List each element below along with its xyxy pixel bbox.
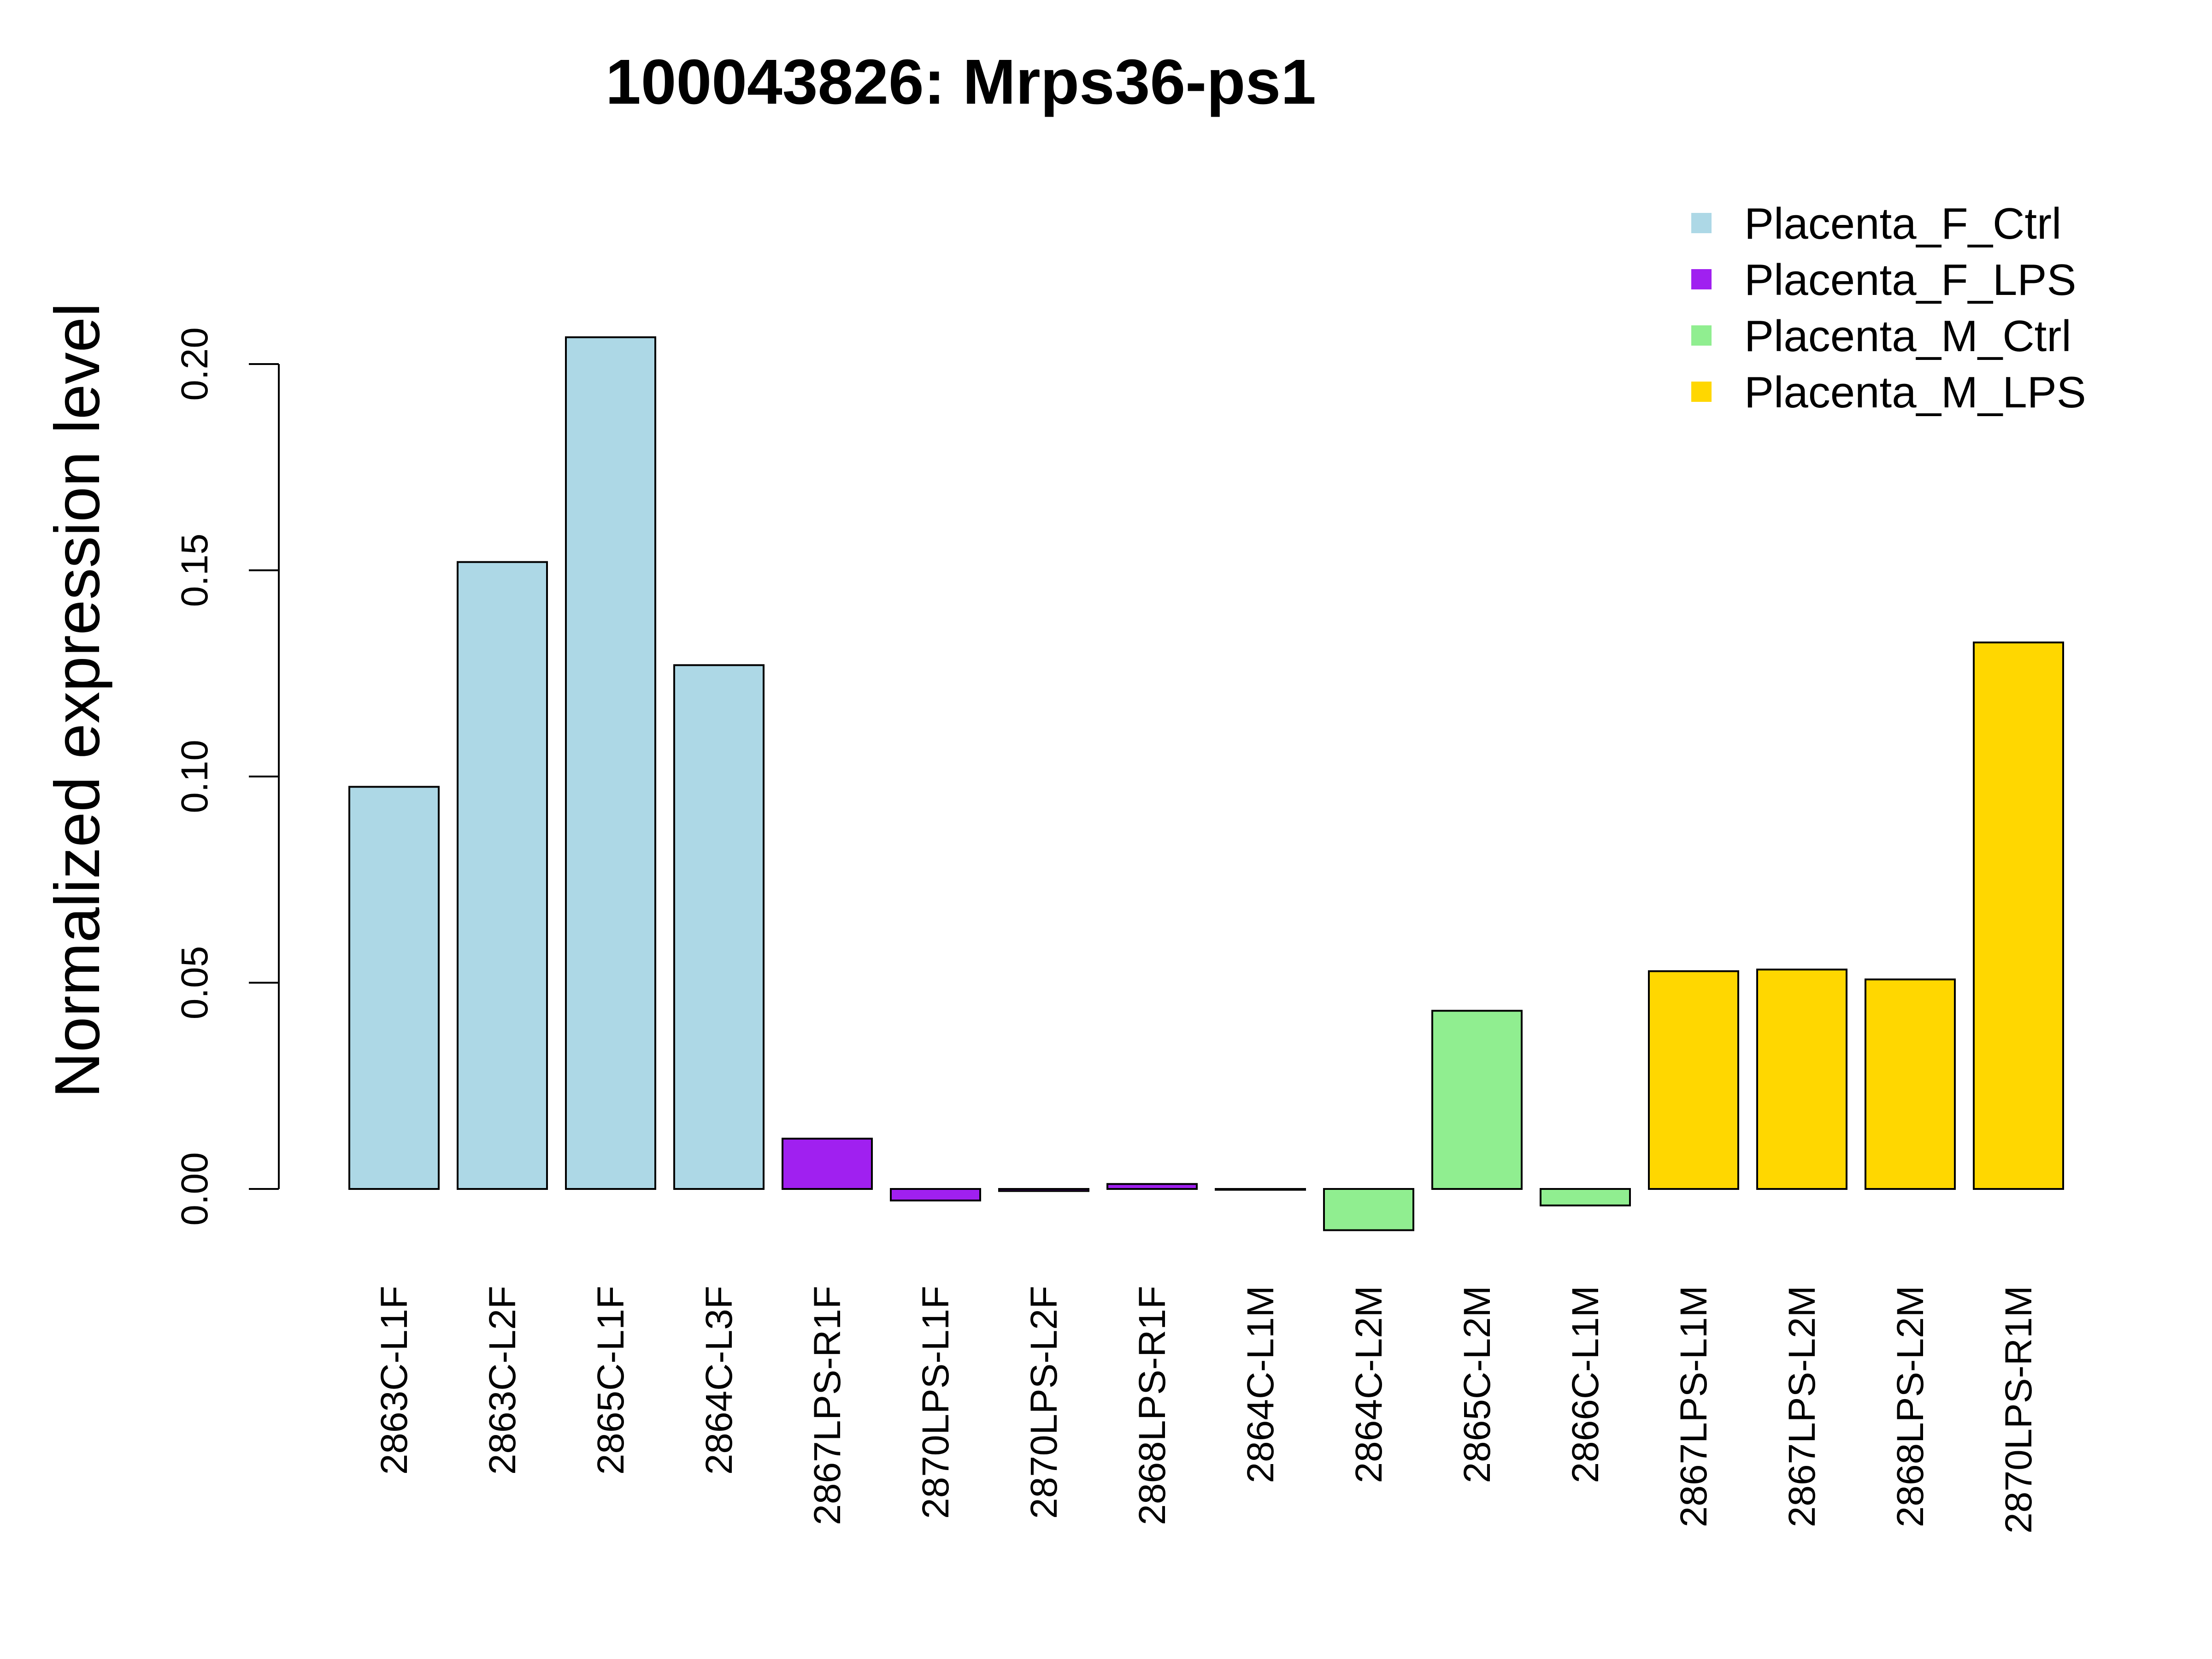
x-tick-label: 2864C-L1M (1240, 1286, 1282, 1483)
x-tick-label: 2866C-L1M (1565, 1286, 1606, 1483)
bar-2864C-L2M (1323, 1188, 1414, 1231)
x-tick-label: 2868LPS-L2M (1889, 1286, 1931, 1527)
x-tick-label: 2870LPS-L1F (915, 1286, 957, 1519)
bar-2864C-L3F (673, 664, 765, 1190)
y-tick-label: 0.15 (174, 534, 216, 607)
legend-swatch (1691, 213, 1712, 233)
bar-2863C-L2F (457, 561, 548, 1190)
x-tick-label: 2870LPS-R1M (1998, 1286, 2040, 1534)
x-tick-label: 2868LPS-R1F (1131, 1286, 1173, 1525)
bar-2865C-L1F (565, 336, 656, 1190)
legend-label: Placenta_F_Ctrl (1744, 199, 2061, 248)
x-tick-label: 2863C-L1F (373, 1286, 415, 1475)
bar-2867LPS-L2M (1756, 968, 1847, 1190)
chart-title: 100043826: Mrps36-ps1 (606, 47, 1316, 118)
y-tick-label: 0.20 (174, 327, 216, 401)
bar-2867LPS-L1M (1648, 970, 1739, 1190)
bar-2870LPS-L1F (890, 1188, 981, 1202)
bar-2870LPS-L2F (998, 1188, 1089, 1192)
y-tick-label: 0.05 (174, 946, 216, 1020)
legend-swatch (1691, 269, 1712, 289)
legend-label: Placenta_M_Ctrl (1744, 312, 2071, 361)
x-tick-label: 2864C-L2M (1348, 1286, 1390, 1483)
x-tick-label: 2867LPS-L1M (1673, 1286, 1715, 1527)
legend-swatch (1691, 382, 1712, 402)
y-tick-label: 0.00 (174, 1152, 216, 1226)
x-tick-label: 2865C-L1F (590, 1286, 632, 1475)
bar-2864C-L1M (1215, 1188, 1306, 1191)
x-tick-label: 2863C-L2F (482, 1286, 524, 1475)
x-tick-label: 2867LPS-L2M (1781, 1286, 1823, 1527)
bar-2868LPS-L2M (1865, 978, 1956, 1190)
y-axis: 0.00 0.05 0.10 0.15 0.20 (174, 327, 280, 1226)
bar-2870LPS-R1M (1973, 641, 2064, 1190)
bar-2863C-L1F (348, 786, 440, 1190)
legend: Placenta_F_Ctrl Placenta_F_LPS Placenta_M_… (1691, 199, 2086, 417)
bar-2866C-L1M (1540, 1188, 1631, 1206)
legend-label: Placenta_M_LPS (1744, 368, 2086, 417)
bars-group (348, 336, 2064, 1231)
x-tick-labels: 2863C-L1F 2863C-L2F 2865C-L1F 2864C-L3F 2867… (373, 1286, 2040, 1534)
bar-2867LPS-R1F (782, 1137, 873, 1190)
x-tick-label: 2864C-L3F (698, 1286, 740, 1475)
legend-label: Placenta_F_LPS (1744, 255, 2076, 305)
legend-swatch (1691, 325, 1712, 346)
x-tick-label: 2870LPS-L2F (1023, 1286, 1065, 1519)
y-axis-label: Normalized expression level (42, 303, 113, 1098)
x-tick-label: 2867LPS-R1F (806, 1286, 848, 1525)
y-tick-label: 0.10 (174, 740, 216, 813)
x-tick-label: 2865C-L2M (1456, 1286, 1498, 1483)
bar-2868LPS-R1F (1106, 1183, 1198, 1190)
bar-2865C-L2M (1431, 1010, 1523, 1190)
